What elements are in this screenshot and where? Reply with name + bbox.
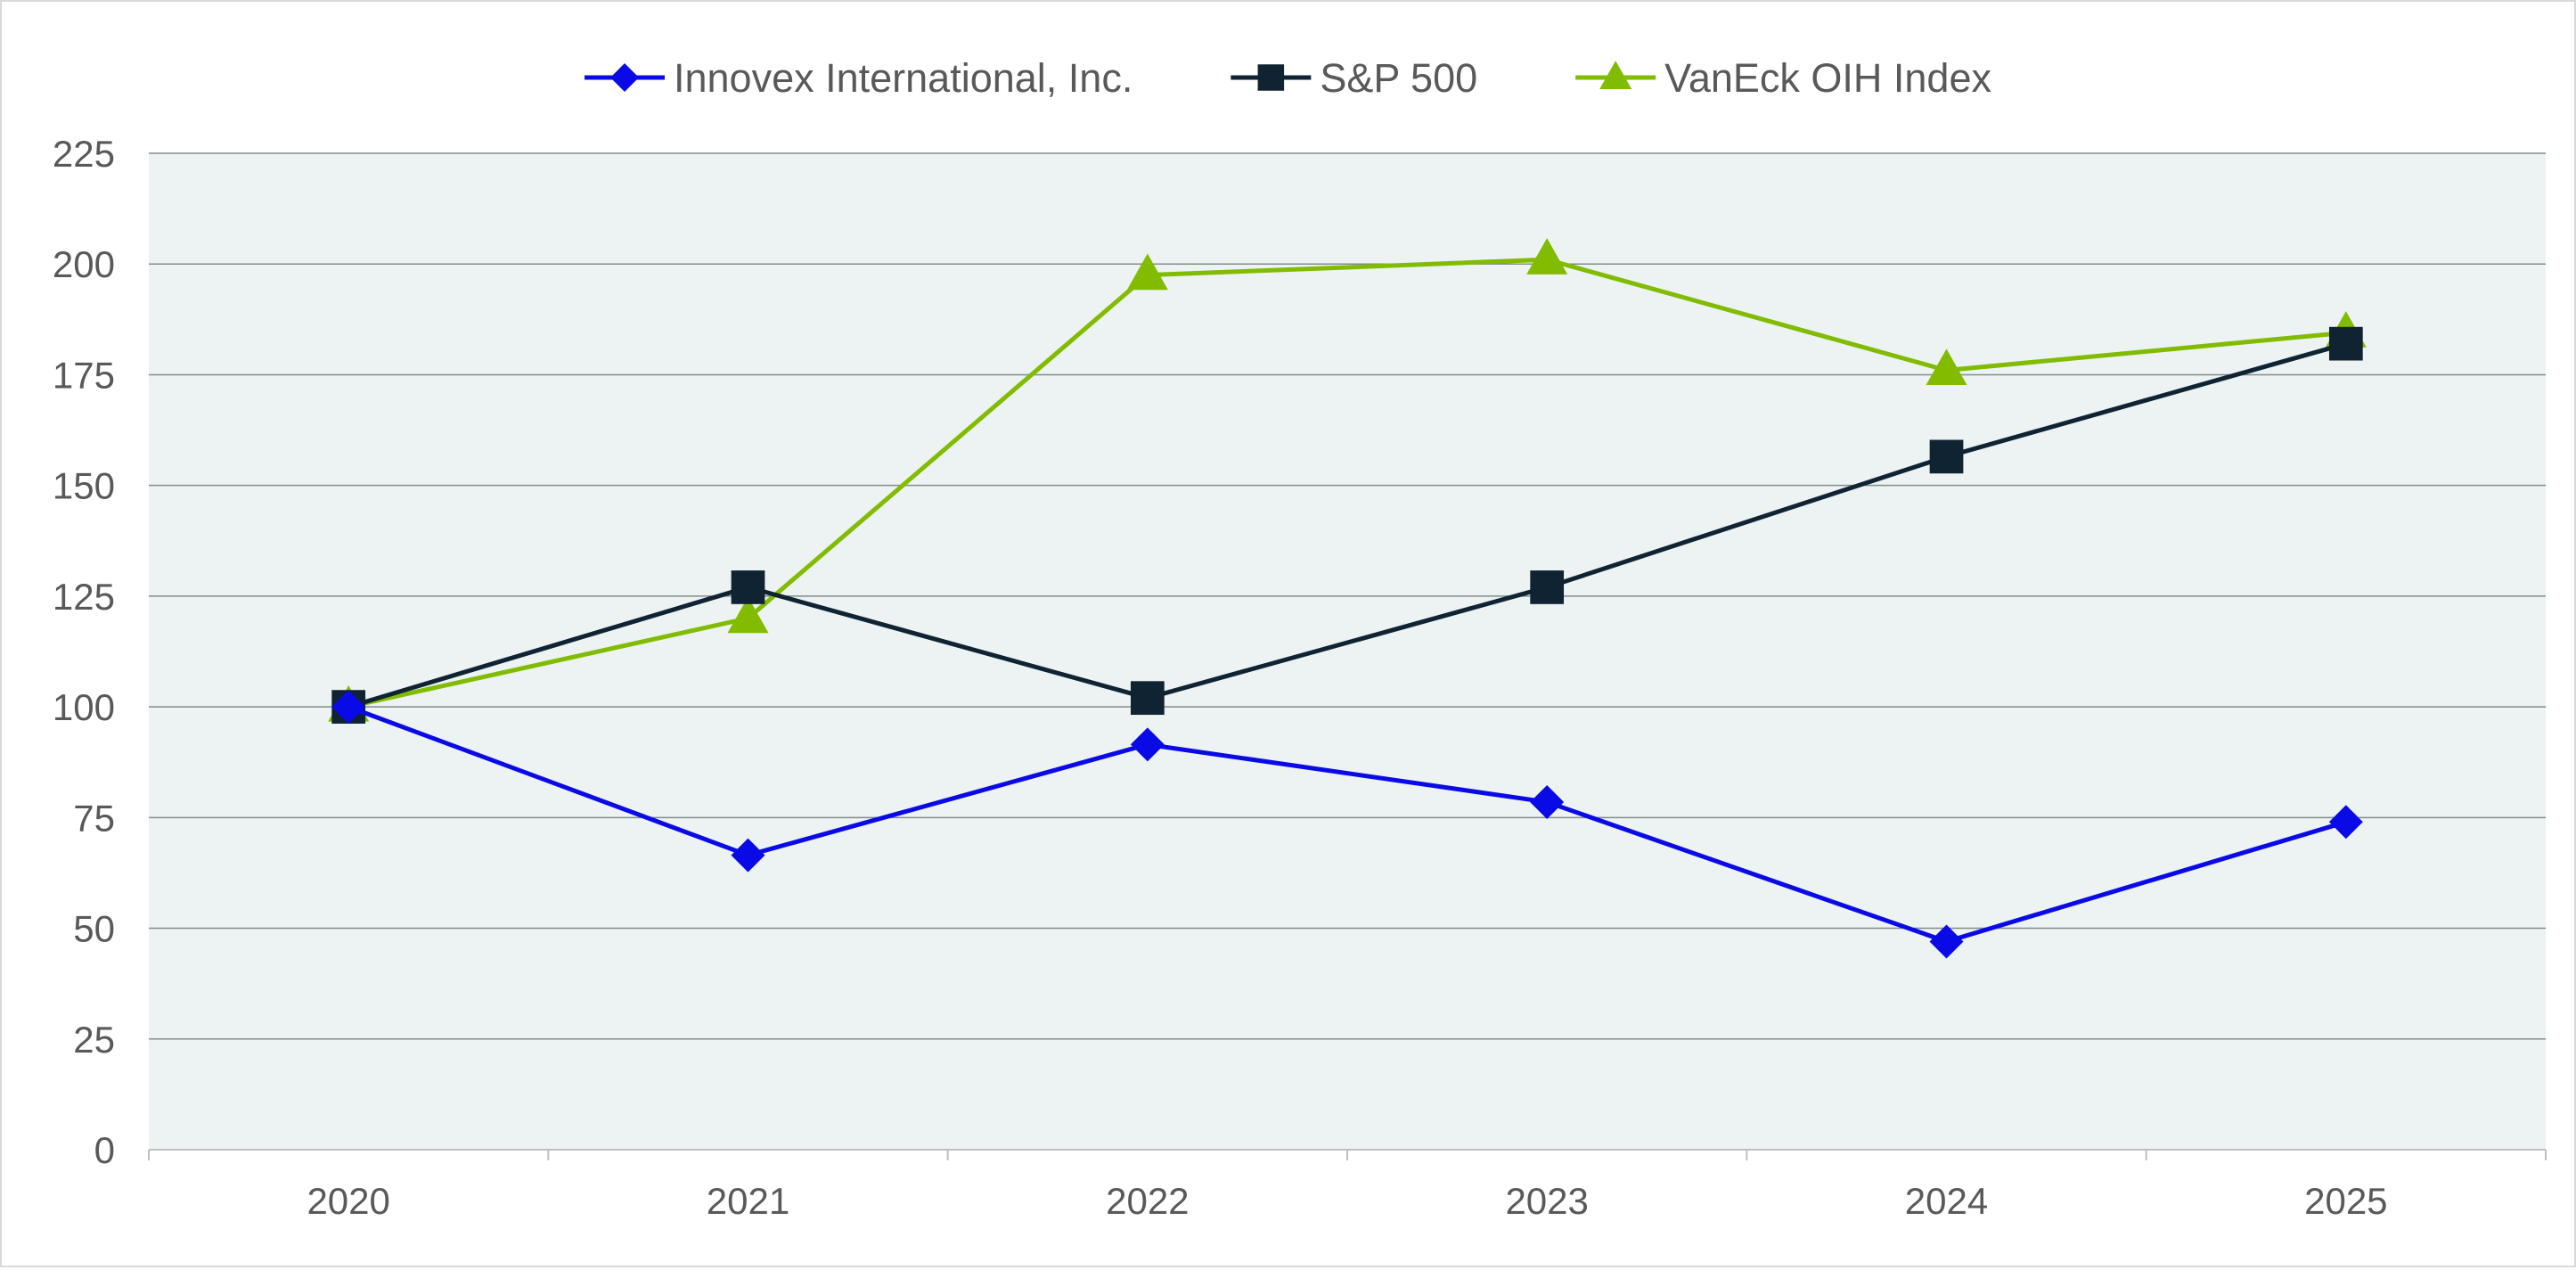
data-point-diamond	[1929, 924, 1964, 959]
series-line	[348, 341, 2347, 709]
x-axis: 2020 2021 2022 2023 2024 2025	[148, 1149, 2547, 1222]
y-axis: 0 25 50 75 100 125 150 175 200 225	[53, 133, 115, 1171]
x-tick-label: 2020	[307, 1180, 389, 1222]
legend-label: Innovex International, Inc.	[674, 55, 1133, 101]
y-tick-label: 200	[53, 243, 115, 285]
legend-item: S&P 500	[1231, 55, 1477, 101]
y-tick-label: 75	[73, 797, 115, 839]
x-tick-label: 2022	[1106, 1180, 1189, 1222]
y-tick-label: 100	[53, 686, 115, 728]
data-point-square	[2328, 326, 2363, 361]
legend-label: S&P 500	[1320, 55, 1477, 101]
data-point-square	[1130, 681, 1165, 716]
data-point-triangle	[1926, 348, 1967, 386]
legend-item: Innovex International, Inc.	[585, 55, 1133, 101]
y-tick-label: 25	[73, 1019, 115, 1061]
data-point-square	[1929, 439, 1964, 474]
series-s-p-500	[331, 326, 2363, 724]
y-tick-label: 0	[94, 1129, 115, 1171]
data-point-square	[1530, 570, 1565, 604]
gridlines	[149, 152, 2546, 1040]
series-line	[348, 704, 2347, 944]
y-tick-label: 225	[53, 133, 115, 175]
data-point-square	[731, 570, 765, 604]
series-innovex-international-inc	[331, 690, 2363, 959]
legend-marker-square	[1257, 64, 1285, 91]
data-point-triangle	[1126, 253, 1168, 291]
legend-item: VanEck OIH Index	[1575, 55, 1991, 101]
data-point-diamond	[731, 838, 765, 873]
data-point-triangle	[1526, 238, 1568, 274]
data-point-diamond	[2328, 805, 2363, 840]
y-tick-label: 150	[53, 465, 115, 507]
legend-marker-diamond	[610, 63, 639, 92]
data-point-diamond	[1130, 727, 1165, 762]
x-tick-label: 2023	[1505, 1180, 1588, 1222]
x-tick-label: 2024	[1905, 1180, 1988, 1222]
legend-marker-triangle	[1599, 61, 1632, 89]
y-tick-label: 125	[53, 576, 115, 618]
plot-area	[149, 153, 2546, 1150]
legend: Innovex International, Inc. S&P 500 VanEck…	[585, 55, 1991, 101]
y-tick-label: 175	[53, 354, 115, 396]
x-tick-label: 2021	[707, 1180, 789, 1222]
data-point-diamond	[331, 690, 366, 725]
y-tick-label: 50	[73, 908, 115, 950]
data-point-triangle	[727, 596, 769, 634]
legend-label: VanEck OIH Index	[1664, 55, 1991, 101]
data-point-diamond	[1530, 784, 1565, 819]
x-tick-label: 2025	[2304, 1180, 2387, 1222]
series-lines	[328, 238, 2367, 959]
series-line	[348, 257, 2347, 709]
